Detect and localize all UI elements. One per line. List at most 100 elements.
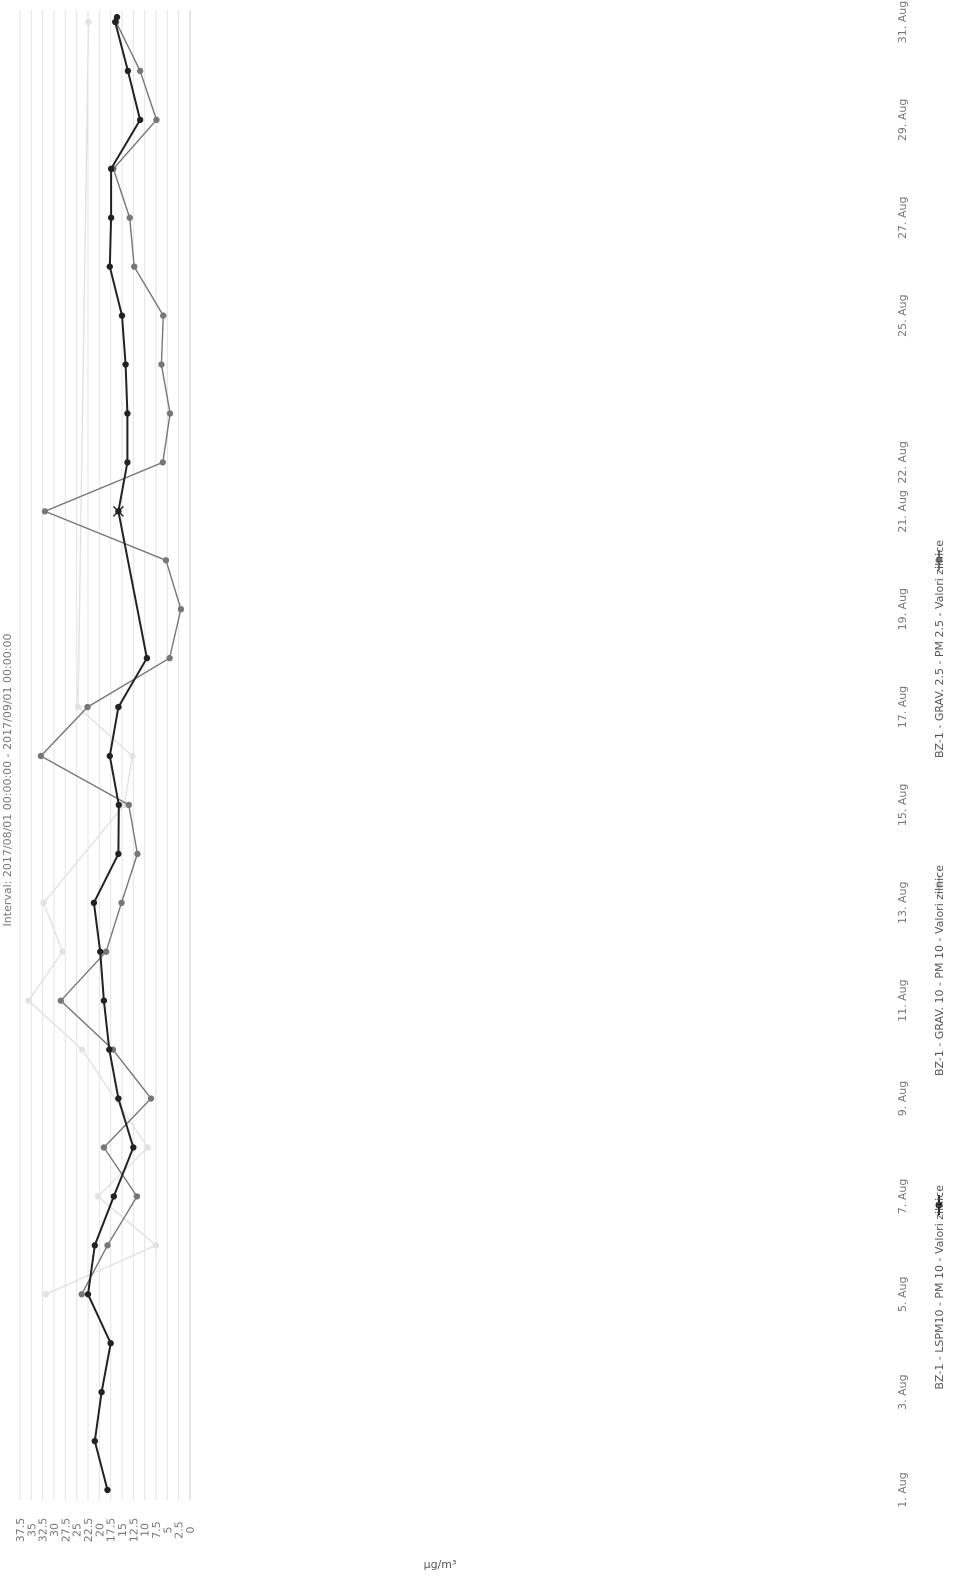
legend-label: BZ-1 - GRAV. 2.5 - PM 2.5 - Valori zilni…: [933, 540, 946, 758]
legend-item-0[interactable]: BZ-1 - LSPM10 - PM 10 - Valori zilnice: [933, 1185, 946, 1390]
data-point: [124, 410, 131, 417]
y-axis-ticks: 02.557.51012.51517.52022.52527.53032.535…: [14, 1518, 197, 1543]
data-point: [133, 1193, 141, 1200]
data-point: [152, 1242, 160, 1249]
x-tick-label: 3. Aug: [896, 1374, 909, 1409]
data-point: [91, 1437, 99, 1445]
y-tick-label: 35: [25, 1523, 38, 1537]
data-point: [107, 165, 115, 172]
x-tick-label: 25. Aug: [896, 294, 909, 336]
y-tick-label: 32.5: [37, 1518, 50, 1543]
data-point: [113, 13, 121, 21]
x-tick-label: 9. Aug: [896, 1081, 909, 1116]
data-point: [104, 1486, 111, 1494]
data-point: [115, 703, 122, 711]
chart-subtitle: Interval: 2017/08/01 00:00:00 - 2017/09/…: [1, 634, 14, 927]
data-point: [107, 1340, 114, 1347]
data-point: [102, 948, 110, 955]
data-point: [25, 997, 32, 1004]
subtitle-group: Interval: 2017/08/01 00:00:00 - 2017/09/…: [1, 634, 14, 927]
data-point: [131, 263, 138, 270]
y-tick-label: 37.5: [14, 1518, 27, 1543]
y-tick-label: 0: [184, 1527, 197, 1534]
data-point: [85, 18, 92, 26]
data-point: [74, 703, 82, 711]
x-tick-label: 1. Aug: [896, 1472, 909, 1507]
data-point: [100, 997, 108, 1004]
legend-item-1[interactable]: BZ-1 - GRAV. 10 - PM 10 - Valori zilnice: [933, 865, 946, 1076]
data-point: [162, 557, 170, 564]
x-tick-label: 11. Aug: [896, 979, 909, 1021]
data-point: [57, 997, 64, 1004]
data-point: [122, 361, 129, 368]
legend: BZ-1 - LSPM10 - PM 10 - Valori zilnice BZ…: [933, 540, 946, 1390]
data-point: [78, 1291, 85, 1298]
data-point: [107, 214, 115, 221]
data-point: [124, 459, 131, 466]
series-1: [25, 18, 160, 1298]
data-point: [126, 214, 133, 221]
data-point: [166, 654, 173, 662]
series-2: [37, 18, 185, 1298]
y-tick-label: 17.5: [105, 1518, 118, 1543]
data-point: [159, 459, 166, 466]
legend-label: BZ-1 - GRAV. 10 - PM 10 - Valori zilnice: [933, 865, 946, 1076]
data-point: [98, 1388, 105, 1396]
data-point: [115, 801, 123, 809]
data-point: [166, 410, 174, 417]
gridlines: [19, 10, 191, 1500]
legend-swatch-marker: [935, 881, 943, 889]
series-layer: [25, 13, 185, 1494]
data-point: [147, 1095, 155, 1102]
y-tick-label: 5: [161, 1527, 174, 1534]
y-axis-unit-group: µg/m³: [424, 1558, 457, 1571]
x-tick-label: 27. Aug: [896, 196, 909, 238]
data-point: [125, 801, 132, 809]
y-tick-label: 2.5: [173, 1521, 186, 1539]
y-tick-label: 22.5: [82, 1518, 95, 1543]
x-tick-label: 29. Aug: [896, 99, 909, 141]
data-point: [136, 116, 144, 124]
y-tick-label: 12.5: [127, 1518, 140, 1543]
legend-item-2[interactable]: BZ-1 - GRAV. 2.5 - PM 2.5 - Valori zilni…: [933, 540, 946, 758]
data-point: [130, 1144, 137, 1151]
data-point: [104, 1242, 111, 1249]
x-tick-label: 13. Aug: [896, 882, 909, 924]
data-point: [37, 752, 45, 760]
y-tick-label: 15: [116, 1523, 129, 1537]
data-point: [110, 1193, 118, 1200]
x-axis-ticks: 1. Aug 3. Aug 5. Aug 7. Aug 9. Aug 11. Aug 13.…: [896, 1, 909, 1508]
data-point: [59, 948, 66, 955]
data-point: [124, 67, 132, 75]
data-point: [91, 1242, 99, 1249]
data-point: [106, 752, 113, 760]
data-point: [97, 948, 104, 955]
data-point: [106, 1046, 113, 1053]
data-point: [144, 1144, 152, 1151]
data-point: [118, 899, 125, 906]
y-tick-label: 27.5: [59, 1518, 72, 1543]
x-tick-label: 31. Aug: [896, 1, 909, 43]
data-point: [143, 654, 151, 662]
y-tick-label: 7.5: [150, 1521, 163, 1539]
x-tick-label: 21. Aug: [896, 490, 909, 532]
data-point: [115, 850, 122, 858]
data-point: [158, 361, 165, 368]
data-point: [118, 312, 126, 319]
cross-marker: [112, 505, 124, 517]
data-point: [94, 1193, 102, 1200]
legend-label: BZ-1 - LSPM10 - PM 10 - Valori zilnice: [933, 1185, 946, 1390]
y-tick-label: 30: [48, 1523, 61, 1537]
data-point: [106, 263, 113, 270]
x-tick-label: 15. Aug: [896, 784, 909, 826]
x-tick-label: 17. Aug: [896, 686, 909, 728]
data-point: [115, 1095, 122, 1102]
data-point: [40, 899, 47, 906]
data-point: [90, 899, 98, 906]
x-tick-label: 5. Aug: [896, 1277, 909, 1312]
data-point: [78, 1046, 86, 1053]
legend-swatch-marker: [935, 1201, 943, 1209]
y-axis-unit: µg/m³: [424, 1558, 457, 1571]
